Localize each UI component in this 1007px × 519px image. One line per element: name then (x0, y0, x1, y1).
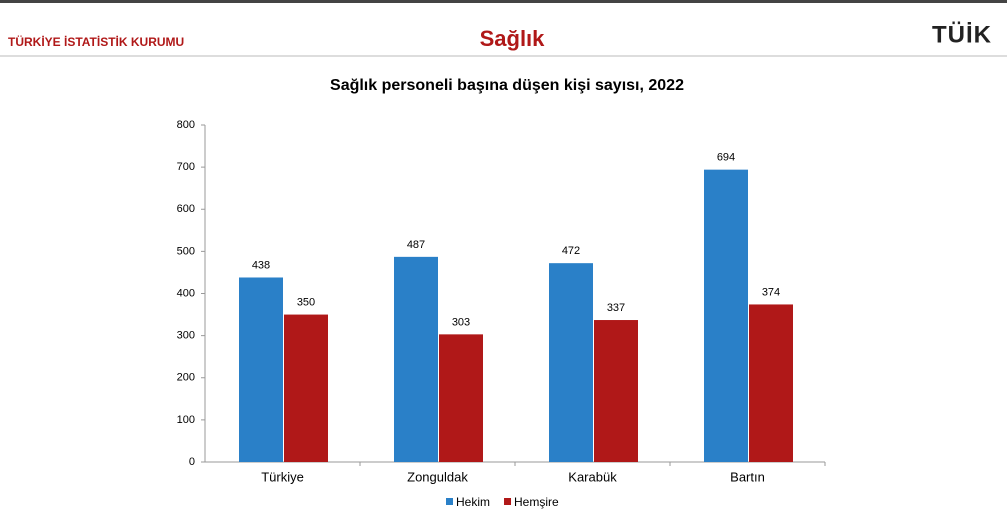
y-tick-label: 0 (189, 456, 195, 468)
data-label: 487 (407, 239, 425, 251)
bar (439, 334, 483, 462)
data-label: 337 (607, 302, 625, 314)
data-label: 374 (762, 286, 780, 298)
data-label: 303 (452, 316, 470, 328)
slide-title: Sağlık (480, 26, 546, 51)
bar (394, 256, 438, 462)
x-tick-label: Karabük (568, 469, 617, 484)
bar (594, 320, 638, 462)
x-tick-label: Zonguldak (407, 469, 468, 484)
y-tick-label: 600 (177, 203, 195, 215)
chart-title: Sağlık personeli başına düşen kişi sayıs… (330, 77, 684, 94)
legend-label: Hemşire (514, 495, 559, 509)
y-tick-label: 200 (177, 372, 195, 384)
bar (239, 277, 283, 462)
logo: TÜİK (932, 21, 992, 48)
data-label: 350 (297, 296, 315, 308)
institution: TÜRKİYE İSTATİSTİK KURUMU (8, 34, 184, 49)
data-label: 472 (562, 245, 580, 257)
data-label: 438 (252, 259, 270, 271)
bar (704, 169, 748, 462)
bar (749, 304, 793, 462)
y-tick-label: 100 (177, 414, 195, 426)
data-label: 694 (717, 152, 735, 164)
x-tick-label: Türkiye (261, 469, 304, 484)
top-bar (0, 0, 1007, 3)
legend-swatch (446, 498, 453, 505)
y-tick-label: 300 (177, 330, 195, 342)
legend-swatch (504, 498, 512, 505)
y-tick-label: 500 (177, 245, 195, 257)
y-tick-label: 800 (177, 119, 195, 131)
bar (549, 263, 593, 462)
y-tick-label: 700 (177, 161, 195, 173)
y-tick-label: 400 (177, 287, 195, 299)
legend-label: Hekim (456, 495, 490, 509)
bar (284, 314, 328, 462)
x-tick-label: Bartın (730, 469, 765, 484)
